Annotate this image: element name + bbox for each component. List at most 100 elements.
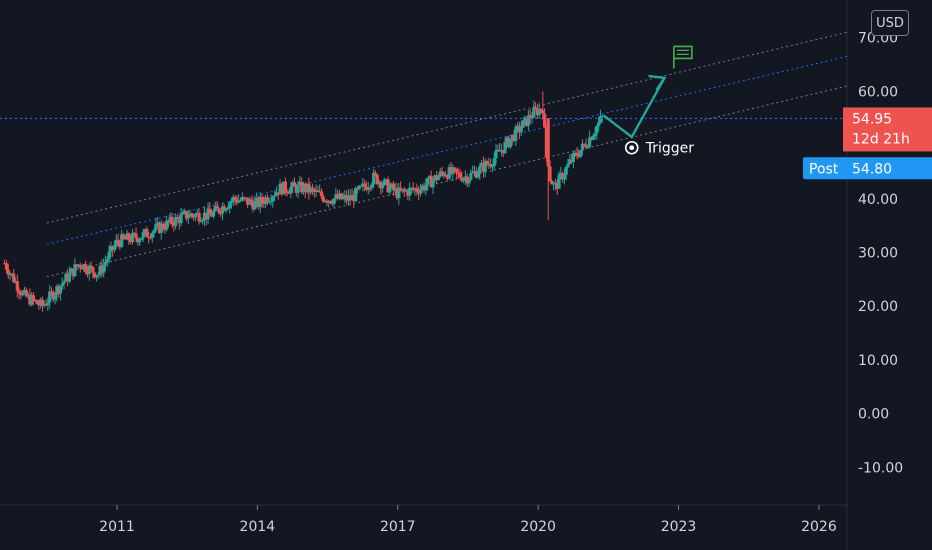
candle-body (31, 295, 36, 300)
candle-body (251, 202, 255, 210)
candle-body (78, 264, 82, 268)
candle-body (291, 182, 295, 188)
candle-body (226, 207, 230, 209)
candle-body (364, 186, 369, 190)
candle-body (462, 178, 466, 182)
candle-body (557, 174, 561, 189)
candle-body (273, 195, 277, 197)
trigger-dot (629, 145, 635, 151)
candle-body (87, 265, 91, 275)
last-price-value: 54.95 (852, 111, 892, 127)
candle-body (102, 264, 106, 273)
candle-body (237, 200, 241, 203)
candle-body (417, 191, 421, 194)
candle-body (366, 187, 370, 190)
x-tick-label: 2017 (380, 519, 416, 535)
candle-body (570, 159, 574, 162)
trigger-marker: Trigger (624, 141, 694, 157)
candle-body (328, 200, 333, 203)
candle-body (379, 181, 383, 189)
candle-body (152, 230, 156, 233)
candle-body (181, 212, 185, 215)
candle-body (528, 115, 532, 119)
candle-body (539, 108, 543, 111)
candle-body (51, 292, 55, 300)
candle-body (332, 198, 336, 205)
candle-body (562, 174, 567, 180)
candle-body (517, 125, 522, 133)
candle-body (276, 192, 280, 195)
candle-body (208, 208, 212, 214)
candle-body (350, 195, 354, 201)
candle-body (534, 107, 538, 109)
candle-body (48, 291, 52, 303)
candle-body (377, 181, 381, 185)
candle-body (310, 187, 315, 190)
candle-body (242, 197, 246, 199)
candle-body (62, 281, 66, 284)
candle-body (413, 188, 417, 190)
candle-body (415, 188, 419, 192)
candle-body (312, 189, 316, 192)
candle-body (424, 185, 428, 191)
candle-body (116, 239, 120, 243)
y-tick-label: 0.00 (858, 407, 889, 423)
candle-body (480, 162, 484, 167)
post-market-tag-label: Post (809, 161, 839, 177)
candle-body (589, 137, 594, 140)
candle-body (526, 115, 531, 126)
candle-body (346, 195, 351, 201)
y-tick-label: 20.00 (858, 299, 898, 315)
candle-body (235, 199, 239, 203)
candle-body (555, 182, 559, 189)
flag-cloth (673, 45, 693, 60)
candle-body (530, 117, 534, 119)
candle-body (523, 117, 527, 121)
candle-body (211, 211, 216, 217)
candle-body (148, 237, 153, 239)
candle-body (256, 197, 261, 207)
currency-button[interactable]: USD (871, 10, 909, 36)
candle-body (552, 183, 556, 185)
candle-body (231, 197, 235, 202)
candle-body (175, 217, 180, 219)
candle-body (449, 167, 453, 174)
candle-body (505, 137, 509, 142)
candle-body (481, 162, 486, 172)
candle-body (67, 272, 72, 282)
candle-body (512, 134, 516, 141)
candle-body (354, 188, 358, 202)
candle-body (408, 187, 412, 196)
candle-body (451, 167, 455, 174)
candle-body (13, 281, 18, 283)
candle-body (139, 238, 144, 240)
candle-body (409, 187, 414, 189)
candle-body (147, 236, 151, 238)
candle-body (204, 212, 208, 220)
candle-body (440, 171, 444, 174)
candle-body (372, 172, 376, 185)
candle-body (4, 263, 9, 270)
candle-body (244, 198, 248, 200)
candle-body (334, 194, 338, 199)
candle-body (75, 264, 79, 267)
y-tick-label: 30.00 (858, 246, 898, 262)
candle-body (588, 137, 592, 147)
candle-body (548, 166, 552, 182)
candle-body (253, 200, 257, 210)
candle-body (240, 197, 244, 201)
candle-body (463, 176, 468, 179)
candle-body (260, 196, 264, 203)
candle-body (283, 181, 288, 192)
candle-body (305, 183, 309, 192)
candles (3, 91, 604, 312)
candle-body (21, 292, 25, 296)
candle-body (26, 294, 30, 297)
candle-body (285, 191, 289, 193)
candle-body (184, 211, 189, 219)
time-axis[interactable]: 2011 2014 2017 2020 2023 2026 (99, 505, 837, 535)
candle-body (355, 188, 360, 190)
candle-body (319, 191, 324, 197)
